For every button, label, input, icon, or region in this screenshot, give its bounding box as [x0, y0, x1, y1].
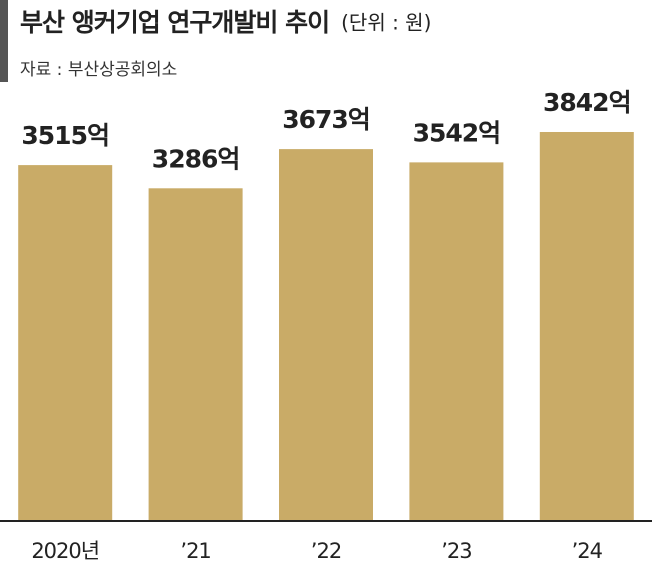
x-tick-label: ’22: [311, 539, 341, 563]
bar: [409, 162, 504, 521]
x-tick-label: ’21: [180, 539, 210, 563]
bar: [279, 149, 373, 521]
bar: [18, 165, 113, 521]
x-tick-label: ’23: [441, 539, 471, 563]
value-label: 3673억: [282, 105, 370, 134]
accent-bar: [0, 0, 8, 82]
bar: [148, 188, 243, 522]
value-label: 3842억: [543, 88, 631, 117]
source-note: 자료 : 부산상공회의소: [20, 60, 177, 80]
value-label: 3542억: [413, 118, 501, 147]
unit-note: (단위 : 원): [341, 11, 431, 35]
value-label: 3515억: [21, 121, 109, 150]
bar: [539, 131, 634, 521]
value-label: 3286억: [152, 144, 240, 173]
chart-title: 부산 앵커기업 연구개발비 추이: [20, 8, 329, 37]
x-tick-label: ’24: [572, 539, 603, 563]
x-tick-label: 2020년: [31, 539, 99, 563]
